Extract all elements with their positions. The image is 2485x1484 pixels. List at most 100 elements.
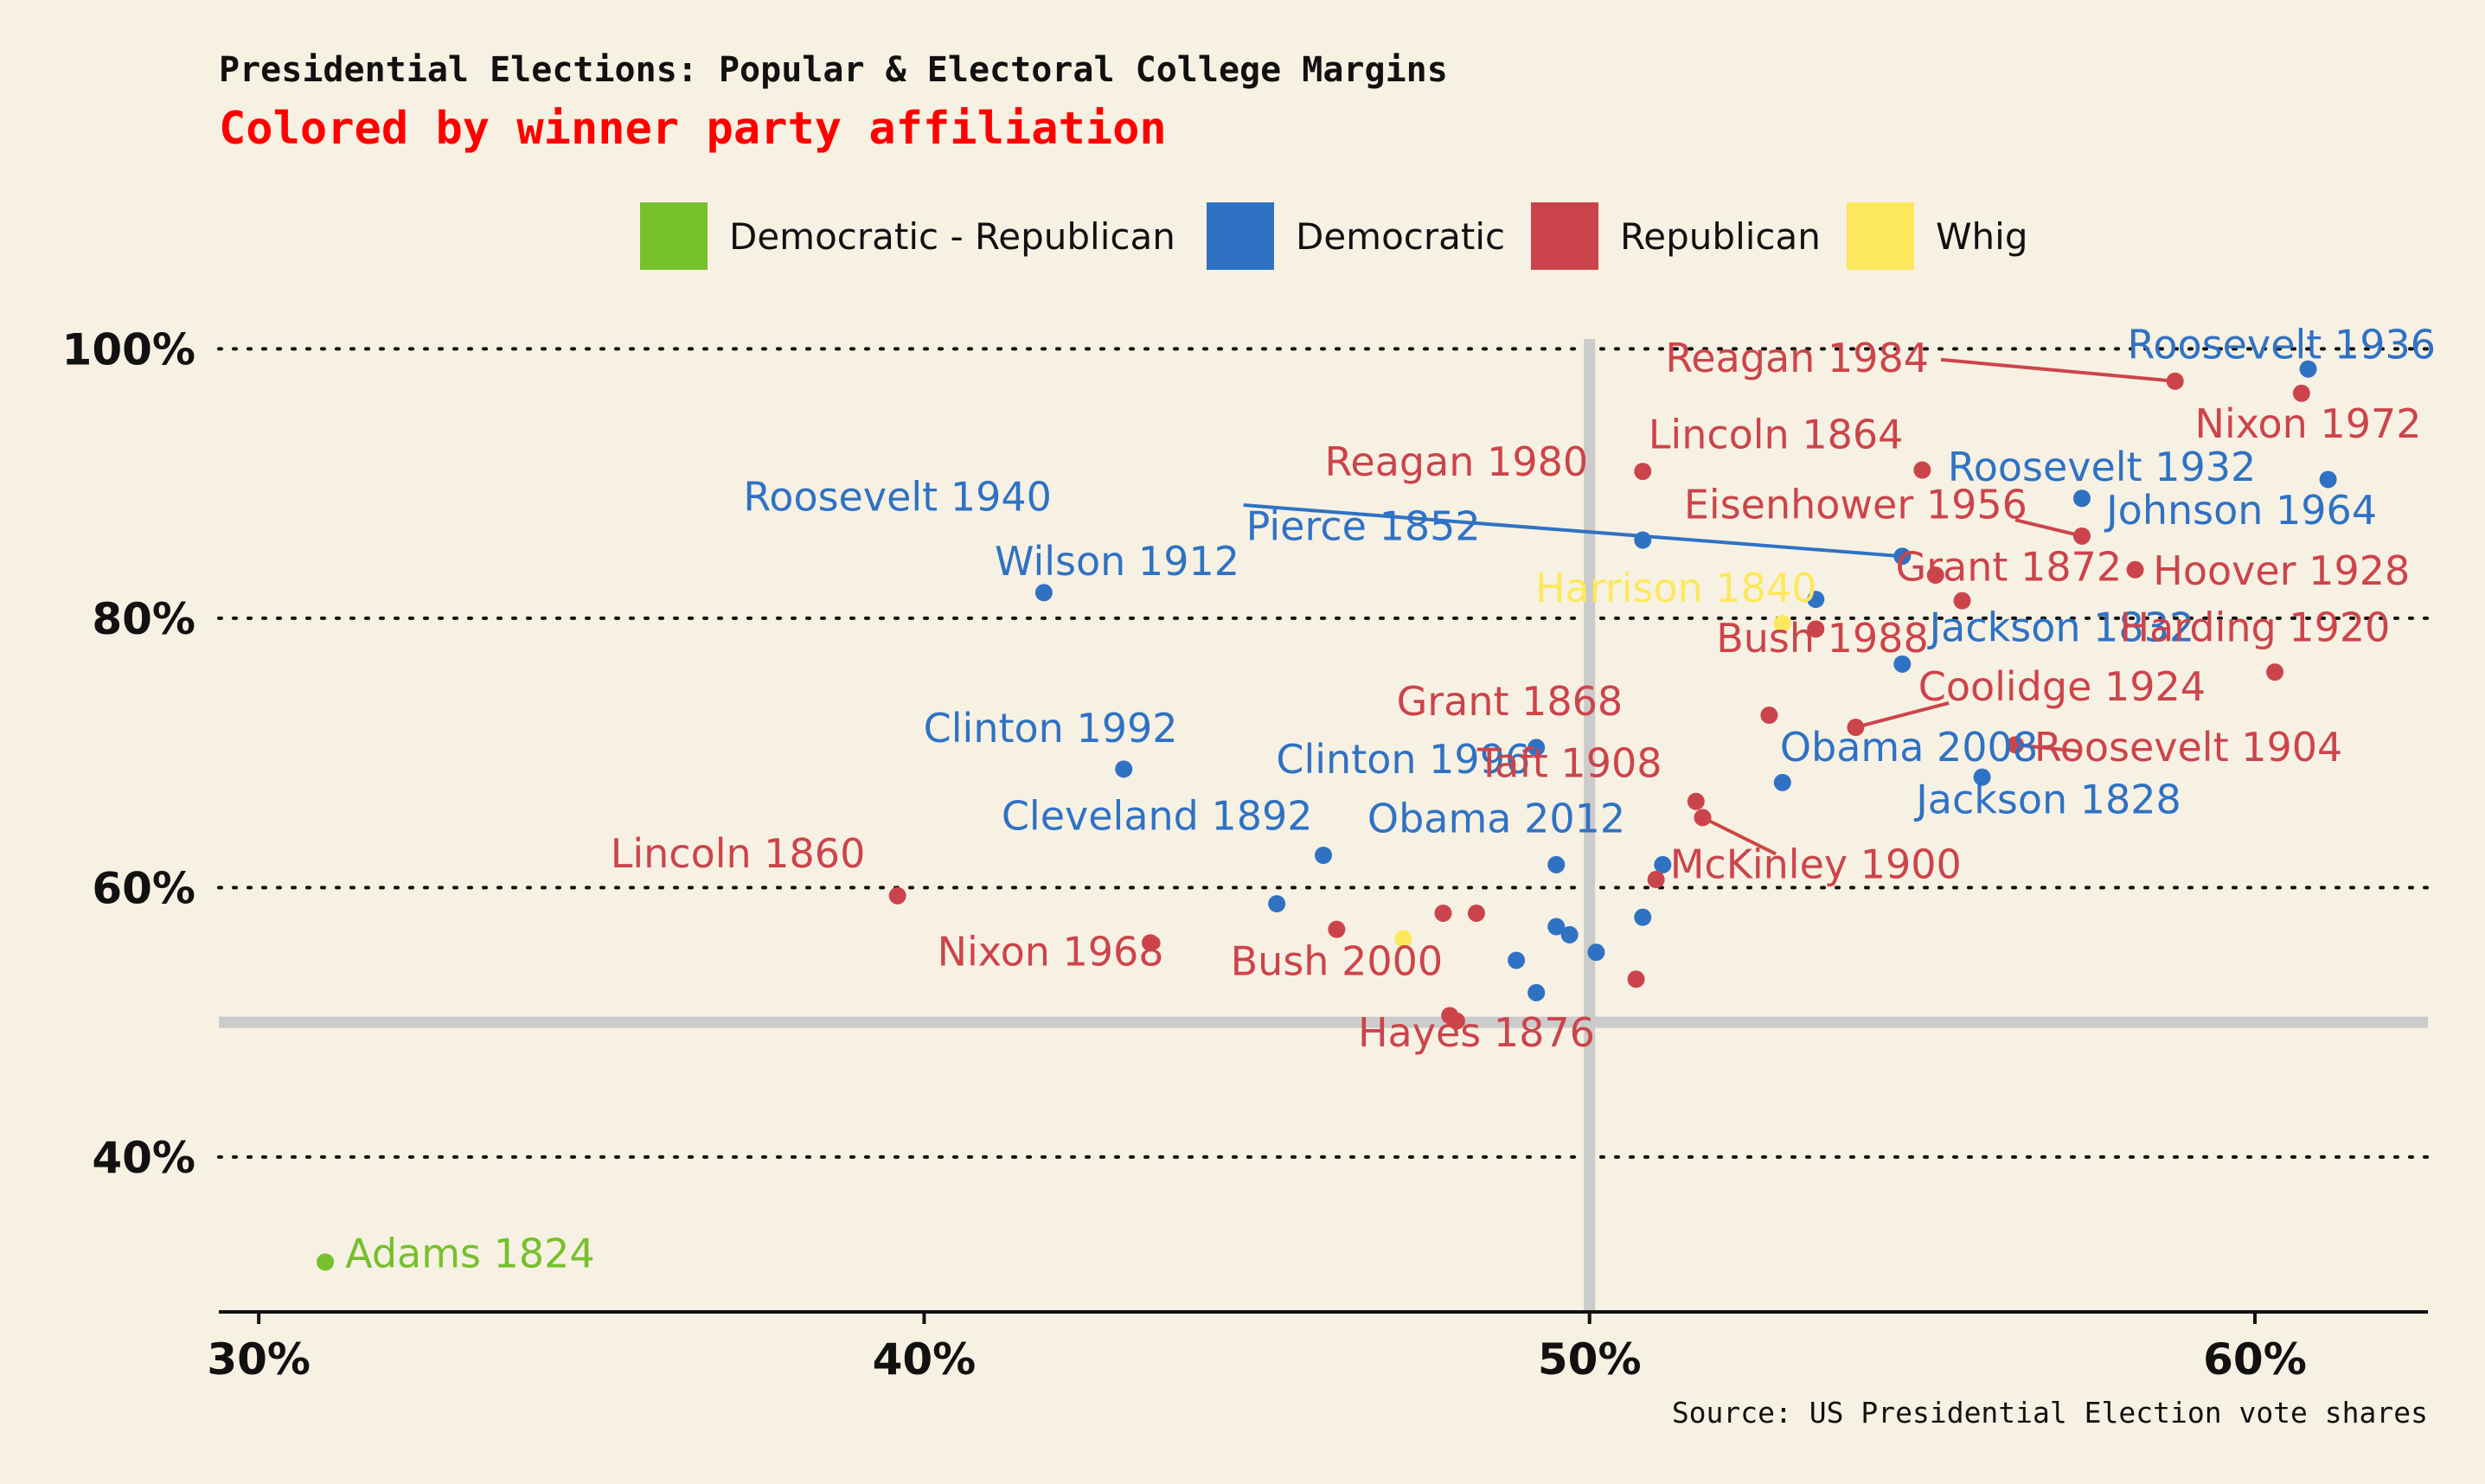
data-point (1973, 768, 1991, 786)
data-point (1587, 943, 1605, 962)
data-point (1634, 908, 1652, 926)
point-label: Reagan 1980 (1325, 438, 1589, 485)
data-point (2126, 560, 2144, 579)
legend-label-democratic: Democratic (1296, 215, 1505, 258)
leader-line (2014, 518, 2083, 538)
data-point (1913, 461, 1931, 479)
chart-subtitle: Colored by winner party affiliation (219, 103, 1167, 155)
point-label: Roosevelt 1904 (2034, 724, 2342, 771)
data-point (1694, 809, 1712, 827)
data-point (2319, 470, 2337, 489)
data-point (2299, 360, 2317, 378)
data-point (1115, 760, 1133, 778)
data-point (1528, 983, 1546, 1001)
y-tick-label: 40% (92, 1133, 195, 1183)
leader-line (1243, 503, 1903, 559)
data-point (1807, 591, 1825, 609)
point-label: Cleveland 1892 (1002, 792, 1313, 839)
data-point (1627, 970, 1645, 988)
legend-label-republican: Republican (1620, 215, 1821, 258)
data-point (2266, 663, 2284, 681)
point-label: Reagan 1984 (1665, 335, 1929, 381)
point-label: Jackson 1828 (1913, 777, 2181, 823)
y-tick-label: 100% (62, 324, 195, 374)
point-label: Harding 1920 (2120, 604, 2391, 650)
point-label: Grant 1872 (1896, 543, 2123, 590)
data-point (1467, 904, 1485, 922)
point-label: Pierce 1852 (1246, 503, 1481, 550)
point-label: Wilson 1912 (995, 538, 1239, 585)
data-point (1647, 871, 1665, 889)
data-point (2072, 489, 2091, 508)
data-point (1773, 615, 1791, 633)
source-note: Source: US Presidential Election vote sh… (1672, 1396, 2428, 1430)
data-point (1807, 620, 1825, 638)
point-label: Obama 2008 (1780, 724, 2038, 771)
data-point (1926, 566, 1944, 585)
data-point (1634, 531, 1652, 549)
point-label: Johnson 1964 (2104, 487, 2377, 534)
data-point (1394, 930, 1412, 948)
data-point (317, 1253, 335, 1271)
data-point (1847, 719, 1865, 737)
data-point (1547, 855, 1566, 873)
x-tick-label: 40% (873, 1334, 977, 1385)
data-point (1447, 1012, 1465, 1030)
point-label: Roosevelt 1932 (1948, 444, 2256, 490)
x-tick-label: 50% (1538, 1334, 1642, 1385)
point-label: Bush 2000 (1231, 938, 1444, 985)
data-point (2007, 736, 2025, 754)
point-label: Obama 2012 (1367, 796, 1625, 842)
point-label: McKinley 1900 (1670, 841, 1962, 887)
data-point (1434, 904, 1452, 922)
leader-line (1940, 357, 2175, 383)
point-label: Hayes 1876 (1358, 1009, 1595, 1056)
point-label: Clinton 1992 (924, 705, 1178, 752)
legend-swatch-whig (1847, 202, 1914, 270)
point-label: Harrison 1840 (1535, 565, 1817, 611)
data-point (1760, 707, 1778, 725)
point-label: Jackson 1832 (1927, 604, 2195, 650)
point-label: Taft 1908 (1476, 740, 1662, 787)
point-label: Roosevelt 1940 (743, 473, 1051, 520)
plot-area: 40% 60% 80% 100% 30% 40% 50% 60% Adams 1824 Roose… (62, 321, 2436, 1385)
data-point (1687, 792, 1705, 810)
data-point (1634, 463, 1652, 481)
legend-swatch-republican (1531, 202, 1598, 270)
leader-line (2014, 743, 2083, 754)
data-point (1528, 739, 1546, 757)
point-label: Lincoln 1864 (1649, 412, 1904, 458)
legend-label-whig: Whig (1936, 215, 2027, 258)
data-point (888, 886, 906, 905)
data-point (1141, 934, 1159, 952)
data-point (1773, 773, 1791, 791)
legend-label-democratic-republican: Democratic - Republican (729, 215, 1175, 258)
leader-line (1701, 816, 1777, 856)
y-tick-label: 80% (92, 594, 195, 644)
data-point (1654, 855, 1672, 873)
data-point (1328, 920, 1346, 938)
data-point (1893, 547, 1912, 566)
point-label: Bush 1988 (1716, 615, 1929, 662)
data-point (1560, 925, 1579, 943)
data-point (2166, 372, 2184, 390)
data-point (1508, 951, 1526, 969)
leader-line (1854, 701, 1950, 729)
point-label: Grant 1868 (1397, 678, 1624, 725)
data-point (2292, 384, 2310, 402)
data-point (2072, 527, 2091, 545)
data-point (1315, 846, 1332, 864)
point-label: Coolidge 1924 (1918, 663, 2206, 710)
legend: Democratic - Republican Democratic Repub… (640, 202, 2027, 270)
point-label: Eisenhower 1956 (1684, 482, 2027, 528)
legend-swatch-democratic-republican (640, 202, 708, 270)
chart-title: Presidential Elections: Popular & Electo… (219, 50, 1448, 90)
y-tick-label: 60% (92, 863, 195, 913)
data-point (1547, 918, 1566, 936)
x-tick-label: 60% (2203, 1334, 2307, 1385)
x-tick-label: 30% (207, 1334, 311, 1385)
data-point (1034, 584, 1053, 602)
data-point (1953, 592, 1971, 610)
